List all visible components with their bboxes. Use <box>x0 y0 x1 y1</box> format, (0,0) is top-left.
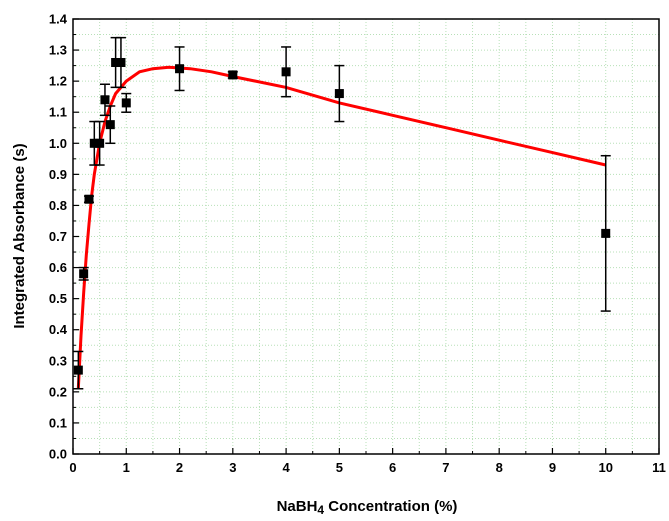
y-tick-label: 0.5 <box>49 291 67 306</box>
y-tick-label: 1.3 <box>49 43 67 58</box>
x-tick-label: 6 <box>389 460 396 475</box>
y-tick-label: 0.3 <box>49 353 67 368</box>
y-tick-labels: 0.0 0.1 0.2 0.3 0.4 0.5 0.6 0.7 0.8 0.9 1.0 1.1 1.2 1… <box>49 12 68 462</box>
y-tick-label: 0.8 <box>49 198 67 213</box>
data-point <box>116 58 126 67</box>
x-tick-label: 0 <box>69 460 76 475</box>
data-point <box>281 67 291 77</box>
y-tick-label: 1.1 <box>49 105 67 120</box>
y-tick-label: 1.0 <box>49 136 67 151</box>
data-point <box>111 58 121 67</box>
y-tick-label: 0.7 <box>49 229 67 244</box>
data-point <box>228 70 238 80</box>
x-tick-label: 11 <box>652 460 666 475</box>
data-point <box>95 138 105 148</box>
y-axis-title: Integrated Absorbance (s) <box>11 143 28 328</box>
data-point <box>601 228 611 238</box>
data-point <box>84 194 94 204</box>
x-tick-label: 8 <box>496 460 503 475</box>
y-tick-label: 0.6 <box>49 260 67 275</box>
y-tick-label: 0.9 <box>49 167 67 182</box>
data-points <box>73 58 611 375</box>
y-tick-label: 0.4 <box>49 322 68 337</box>
x-tick-label: 7 <box>442 460 449 475</box>
y-tick-label: 0.2 <box>49 384 67 399</box>
data-point <box>175 64 185 74</box>
x-tick-label: 5 <box>336 460 343 475</box>
x-tick-label: 2 <box>176 460 183 475</box>
x-tick-label: 3 <box>229 460 236 475</box>
x-tick-labels: 0 1 2 3 4 5 6 7 8 9 10 11 <box>69 460 665 475</box>
y-tick-label: 0.1 <box>49 415 67 430</box>
x-tick-label: 1 <box>123 460 130 475</box>
y-tick-label: 1.2 <box>49 74 67 89</box>
fit-line <box>76 65 607 389</box>
data-point <box>121 98 131 108</box>
data-point <box>105 120 115 130</box>
x-axis-title: NaBH4 Concentration (%) <box>277 498 458 517</box>
data-point <box>334 89 344 99</box>
x-tick-label: 4 <box>282 460 290 475</box>
data-point <box>73 365 83 375</box>
y-tick-label: 1.4 <box>49 12 68 27</box>
data-point <box>79 269 89 279</box>
data-point <box>100 95 110 105</box>
x-tick-label: 9 <box>549 460 556 475</box>
y-tick-label: 0.0 <box>49 447 67 462</box>
grid <box>73 19 659 454</box>
data-point <box>89 138 99 148</box>
axis-ticks <box>72 18 660 455</box>
x-tick-label: 10 <box>598 460 612 475</box>
